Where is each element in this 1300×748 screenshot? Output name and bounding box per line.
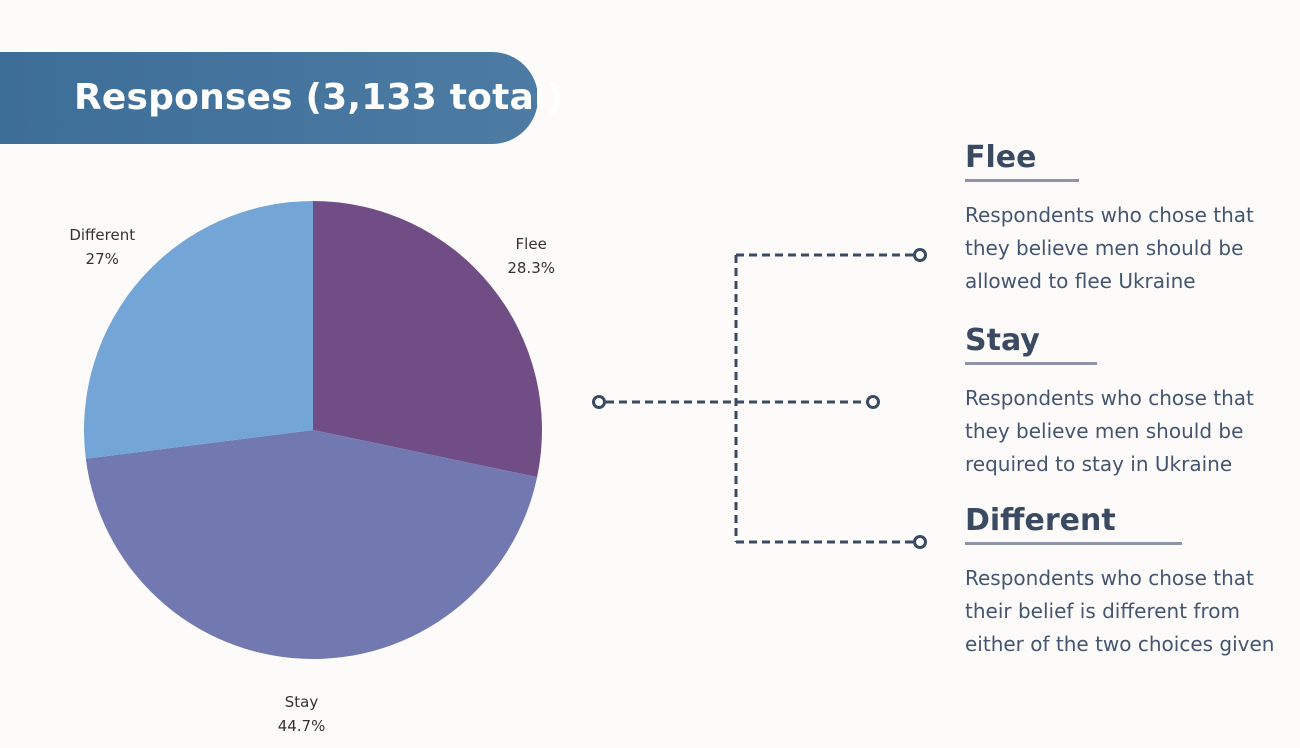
- legend-desc-line: Respondents who chose that: [965, 386, 1254, 410]
- legend-connector: [592, 248, 927, 549]
- title-banner: Responses (3,133 total): [0, 52, 563, 144]
- slice-value-different: 27%: [86, 250, 119, 268]
- legend-underline-stay: [965, 362, 1097, 365]
- legend-item-different: Different Respondents who chose that the…: [965, 503, 1274, 661]
- pie-slices: [83, 201, 542, 659]
- slice-label-different: Different: [69, 226, 135, 244]
- legend-title-stay: Stay: [965, 323, 1040, 358]
- pie-labels: Flee 28.3% Stay 44.7% Different 27%: [69, 226, 555, 735]
- legend-desc-line: Respondents who chose that: [965, 566, 1254, 590]
- legend-desc-line: they believe men should be: [965, 236, 1244, 260]
- connector-dot-bottom: [913, 535, 927, 549]
- legend-desc-flee: Respondents who chose that they believe …: [965, 199, 1254, 298]
- legend-title-different: Different: [965, 503, 1116, 538]
- legend-title-flee: Flee: [965, 140, 1037, 175]
- pie-slice-stay: [85, 430, 538, 659]
- legend-desc-line: Respondents who chose that: [965, 203, 1254, 227]
- legend-underline-different: [965, 542, 1182, 545]
- slice-value-flee: 28.3%: [507, 259, 555, 277]
- connector-trunk: [606, 253, 913, 544]
- connector-dot-top: [913, 248, 927, 262]
- legend-desc-different: Respondents who chose that their belief …: [965, 562, 1274, 661]
- connector-dot-middle: [866, 395, 880, 409]
- legend-underline-flee: [965, 179, 1079, 182]
- legend-item-stay: Stay Respondents who chose that they bel…: [965, 323, 1254, 481]
- slice-label-flee: Flee: [516, 235, 547, 253]
- legend-desc-line: they believe men should be: [965, 419, 1244, 443]
- legend-desc-line: allowed to flee Ukraine: [965, 269, 1196, 293]
- slice-label-stay: Stay: [285, 693, 319, 711]
- slice-value-stay: 44.7%: [278, 717, 326, 735]
- connector-dot-left: [592, 395, 606, 409]
- legend-item-flee: Flee Respondents who chose that they bel…: [965, 140, 1254, 298]
- legend-desc-line: their belief is different from: [965, 599, 1240, 623]
- pie-slice-different: [83, 201, 313, 459]
- chart-title: Responses (3,133 total): [74, 77, 564, 118]
- legend-desc-stay: Respondents who chose that they believe …: [965, 382, 1254, 481]
- pie-slice-flee: [313, 201, 542, 478]
- legend-desc-line: either of the two choices given: [965, 632, 1275, 656]
- legend-desc-line: required to stay in Ukraine: [965, 452, 1233, 476]
